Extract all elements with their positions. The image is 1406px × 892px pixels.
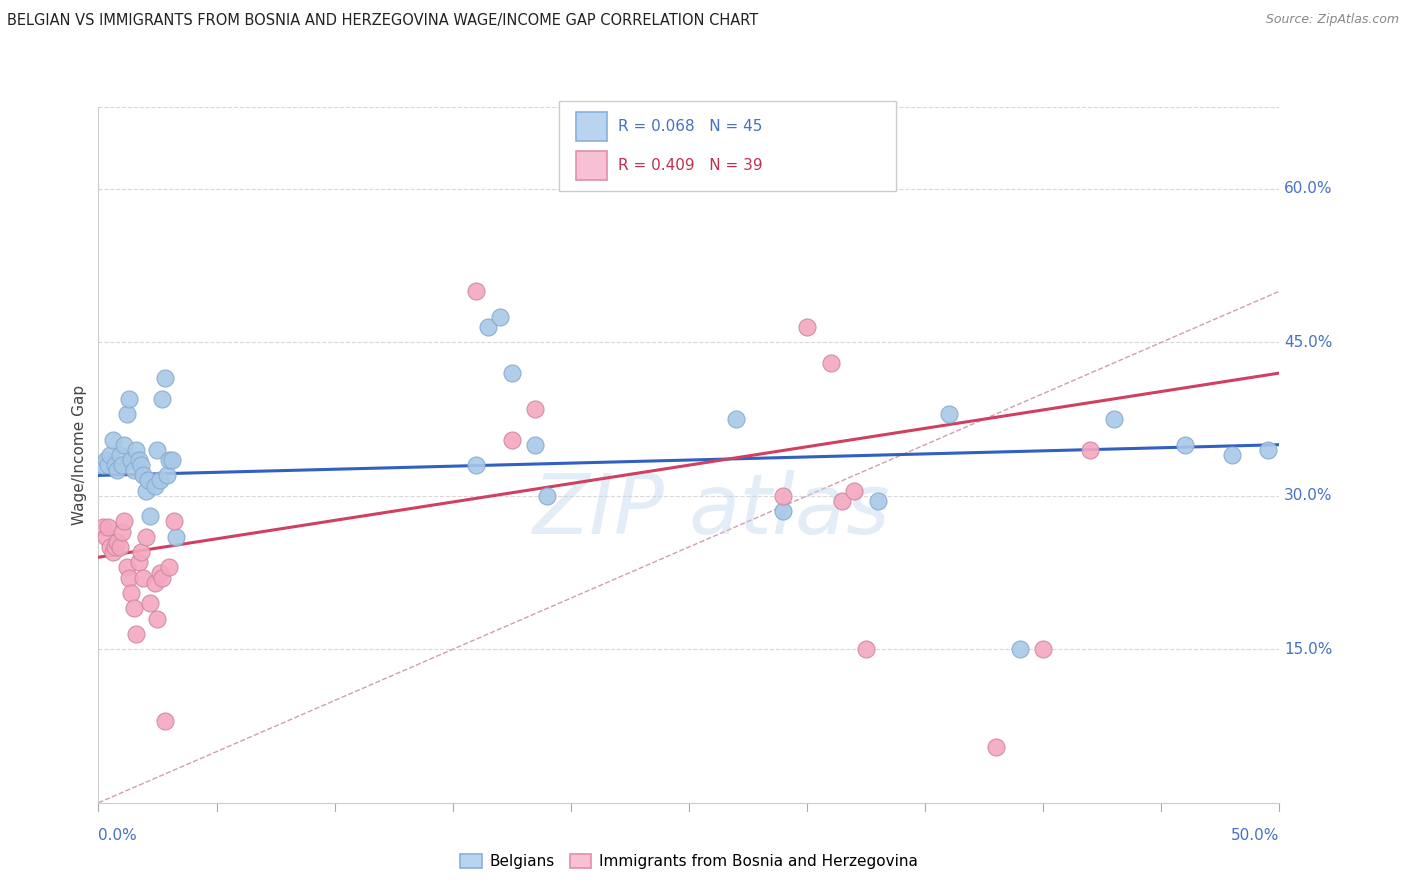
Point <box>150 392 173 406</box>
Point <box>501 366 523 380</box>
Text: 50.0%: 50.0% <box>1232 829 1279 843</box>
Point <box>157 453 180 467</box>
Point <box>108 448 131 462</box>
Text: 60.0%: 60.0% <box>1284 181 1333 196</box>
Text: atlas: atlas <box>689 470 890 551</box>
Point <box>1174 438 1197 452</box>
Point <box>1032 642 1054 657</box>
Point <box>855 642 877 657</box>
Point <box>165 530 187 544</box>
Point <box>94 453 117 467</box>
Point <box>844 483 866 498</box>
Point <box>125 442 148 457</box>
Point <box>1257 442 1279 457</box>
Point <box>132 468 155 483</box>
Point <box>1102 412 1125 426</box>
Point <box>135 530 157 544</box>
Point <box>97 458 120 472</box>
Point <box>938 407 960 421</box>
Text: 0.0%: 0.0% <box>98 829 138 843</box>
Point <box>524 401 547 416</box>
Point <box>128 555 150 569</box>
Legend: Belgians, Immigrants from Bosnia and Herzegovina: Belgians, Immigrants from Bosnia and Her… <box>454 848 924 875</box>
Point <box>160 453 183 467</box>
Point <box>772 504 794 518</box>
Point <box>465 284 488 298</box>
Point <box>465 458 488 472</box>
Point <box>118 392 141 406</box>
Point <box>143 575 166 590</box>
Point <box>121 586 143 600</box>
Point <box>91 458 114 472</box>
Point <box>984 739 1007 754</box>
Text: R = 0.409   N = 39: R = 0.409 N = 39 <box>619 158 762 173</box>
Point <box>831 494 853 508</box>
Y-axis label: Wage/Income Gap: Wage/Income Gap <box>72 384 87 525</box>
Point <box>97 519 120 533</box>
Point <box>153 371 176 385</box>
Point <box>101 433 124 447</box>
Point <box>104 458 127 472</box>
Point <box>136 474 159 488</box>
Point <box>139 509 162 524</box>
Text: BELGIAN VS IMMIGRANTS FROM BOSNIA AND HERZEGOVINA WAGE/INCOME GAP CORRELATION CH: BELGIAN VS IMMIGRANTS FROM BOSNIA AND HE… <box>7 13 758 29</box>
Point <box>122 601 145 615</box>
Point <box>150 571 173 585</box>
Point <box>146 442 169 457</box>
Point <box>121 453 143 467</box>
Point <box>866 494 889 508</box>
Point <box>111 524 134 539</box>
Point <box>128 453 150 467</box>
Point <box>91 519 114 533</box>
Point <box>157 560 180 574</box>
Point <box>477 320 499 334</box>
Point <box>111 458 134 472</box>
Point <box>105 535 128 549</box>
Point <box>94 530 117 544</box>
Point <box>725 412 748 426</box>
Text: 30.0%: 30.0% <box>1284 488 1333 503</box>
Point <box>101 545 124 559</box>
Point <box>489 310 512 324</box>
Text: ZIP: ZIP <box>533 470 665 551</box>
Point <box>115 560 138 574</box>
Text: 15.0%: 15.0% <box>1284 642 1333 657</box>
Point <box>122 463 145 477</box>
Point <box>149 566 172 580</box>
Point <box>135 483 157 498</box>
Point <box>129 545 152 559</box>
Point <box>536 489 558 503</box>
Point <box>115 407 138 421</box>
Point <box>98 448 121 462</box>
Point <box>105 463 128 477</box>
Point <box>118 571 141 585</box>
Text: 45.0%: 45.0% <box>1284 334 1333 350</box>
Point <box>156 468 179 483</box>
Point <box>139 596 162 610</box>
Text: R = 0.068   N = 45: R = 0.068 N = 45 <box>619 119 762 134</box>
Point <box>125 627 148 641</box>
Point <box>772 489 794 503</box>
Point <box>108 540 131 554</box>
Point <box>163 515 186 529</box>
Point <box>129 458 152 472</box>
Point <box>98 540 121 554</box>
Point <box>132 571 155 585</box>
Point <box>149 474 172 488</box>
Point <box>820 356 842 370</box>
Point <box>104 540 127 554</box>
Point <box>1008 642 1031 657</box>
Point <box>143 478 166 492</box>
Point <box>1220 448 1243 462</box>
Point <box>501 433 523 447</box>
Point <box>153 714 176 728</box>
Text: Source: ZipAtlas.com: Source: ZipAtlas.com <box>1265 13 1399 27</box>
Point <box>112 438 135 452</box>
Point <box>112 515 135 529</box>
Point <box>524 438 547 452</box>
Point <box>146 612 169 626</box>
Point <box>1080 442 1102 457</box>
Point <box>796 320 818 334</box>
